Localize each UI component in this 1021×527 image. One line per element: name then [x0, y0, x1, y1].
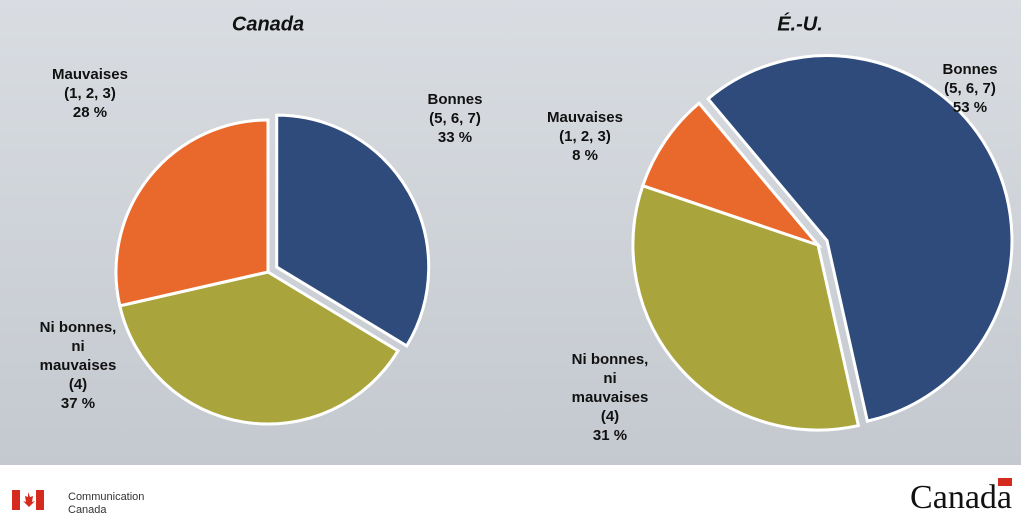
slice-label: (4) [69, 376, 87, 393]
slice-label: Ni bonnes, [40, 319, 117, 336]
value-label: 33 % [438, 129, 472, 146]
footer-band [0, 465, 1021, 522]
value-label: 53 % [953, 99, 987, 116]
pie-slice [631, 183, 861, 432]
slice-label: Mauvaises [547, 109, 623, 126]
slice-label: (1, 2, 3) [559, 128, 611, 145]
pie-slice [705, 54, 1014, 423]
org-name: Canada [68, 504, 107, 516]
slice-label: (5, 6, 7) [944, 80, 996, 97]
slice-label: Bonnes [427, 91, 482, 108]
pie-slice [275, 113, 431, 348]
slice-label: Mauvaises [52, 66, 128, 83]
slice-label: Bonnes [942, 61, 997, 78]
slice-label: ni [71, 338, 84, 355]
slice-label: mauvaises [572, 389, 649, 406]
value-label: 37 % [61, 395, 95, 412]
slice-label: (1, 2, 3) [64, 85, 116, 102]
value-label: 28 % [73, 104, 107, 121]
org-name: Communication [68, 491, 144, 503]
slice-label: (5, 6, 7) [429, 110, 481, 127]
chart-title: É.-U. [777, 12, 823, 35]
flag-logo [12, 490, 44, 510]
slice-label: (4) [601, 408, 619, 425]
value-label: 8 % [572, 147, 598, 164]
pie-slice [640, 101, 823, 249]
slice-label: Ni bonnes, [572, 351, 649, 368]
pie-slice [118, 270, 401, 426]
slice-label: ni [603, 370, 616, 387]
value-label: 31 % [593, 427, 627, 444]
wordmark: Canada [910, 479, 1012, 516]
chart-title: Canada [232, 13, 304, 35]
slice-label: mauvaises [40, 357, 117, 374]
pie-slice [114, 118, 270, 308]
wordmark-flag [998, 478, 1012, 486]
